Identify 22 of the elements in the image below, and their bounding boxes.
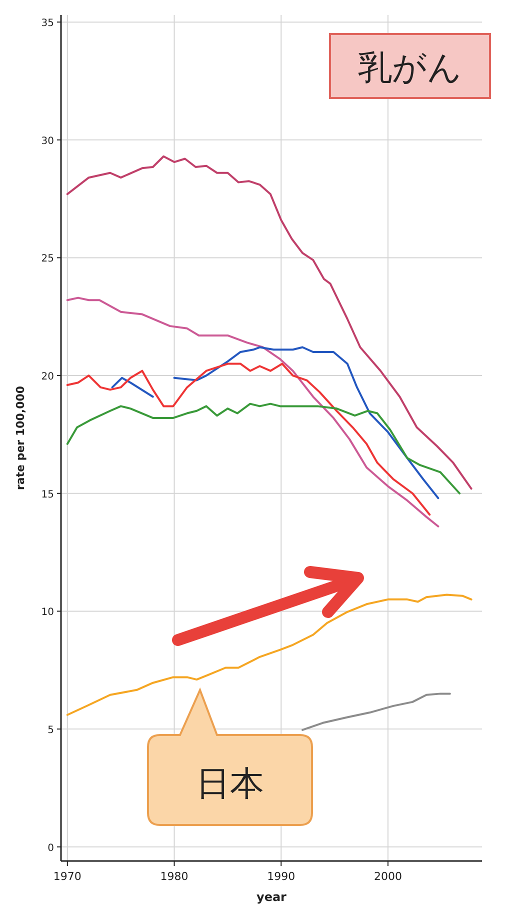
y-tick-label: 25 — [41, 254, 54, 265]
y-tick-label: 15 — [41, 489, 54, 500]
line-series — [66, 594, 472, 716]
x-tick-label: 1980 — [160, 870, 188, 883]
y-tick-label: 30 — [41, 136, 54, 147]
x-tick-label: 2000 — [374, 870, 402, 883]
x-tick-label: 1970 — [53, 870, 82, 883]
line-series — [301, 692, 451, 731]
y-axis-title: rate per 100,000 — [14, 386, 27, 490]
line-series — [66, 362, 431, 516]
line-series — [66, 402, 461, 494]
line-series — [66, 296, 440, 528]
y-tick-label: 5 — [48, 725, 54, 736]
text: 乳がん — [358, 48, 462, 88]
y-tick-label: 0 — [48, 842, 54, 854]
y-tick-label: 10 — [41, 607, 54, 618]
line-series — [66, 155, 472, 490]
x-axis-title: year — [256, 890, 287, 904]
y-tick-label: 20 — [41, 372, 54, 383]
x-tick-label: 1990 — [267, 870, 296, 883]
y-tick-label: 35 — [41, 18, 54, 30]
annotation: 日本 — [196, 764, 264, 804]
